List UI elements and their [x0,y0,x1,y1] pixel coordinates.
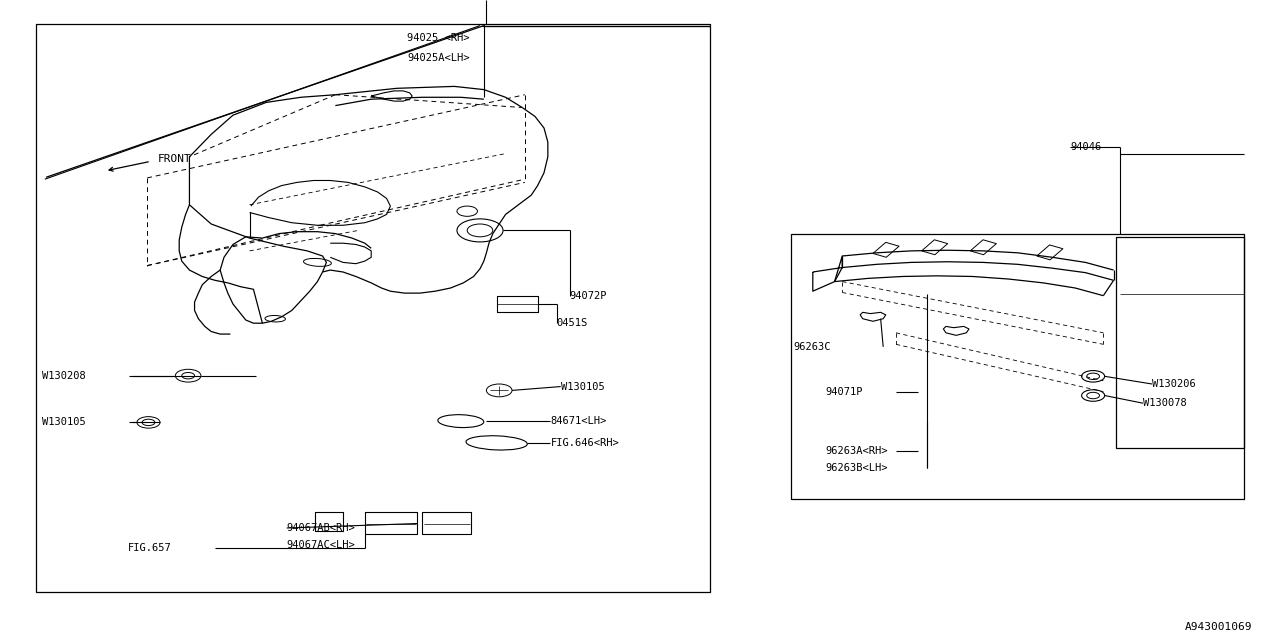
Text: 94025 <RH>: 94025 <RH> [407,33,470,44]
Circle shape [1082,371,1105,382]
Text: W130105: W130105 [42,417,86,428]
Text: 0451S: 0451S [557,317,588,328]
Text: W130105: W130105 [561,381,604,392]
Text: 94071P: 94071P [826,387,863,397]
Text: 84671<LH>: 84671<LH> [550,416,607,426]
Text: W130208: W130208 [42,371,86,381]
Text: 94046: 94046 [1070,142,1101,152]
Text: W130078: W130078 [1143,398,1187,408]
Text: FRONT: FRONT [157,154,191,164]
Text: 94067AC<LH>: 94067AC<LH> [287,540,356,550]
Text: FIG.646<RH>: FIG.646<RH> [550,438,620,448]
Text: 96263A<RH>: 96263A<RH> [826,446,888,456]
Text: A943001069: A943001069 [1184,622,1252,632]
Text: 96263C: 96263C [794,342,831,352]
Circle shape [457,219,503,242]
Text: 94025A<LH>: 94025A<LH> [407,52,470,63]
Text: FIG.657: FIG.657 [128,543,172,553]
Text: 96263B<LH>: 96263B<LH> [826,463,888,474]
Text: 94067AB<RH>: 94067AB<RH> [287,523,356,533]
Text: W130206: W130206 [1152,379,1196,389]
Text: 94072P: 94072P [570,291,607,301]
Circle shape [1082,390,1105,401]
